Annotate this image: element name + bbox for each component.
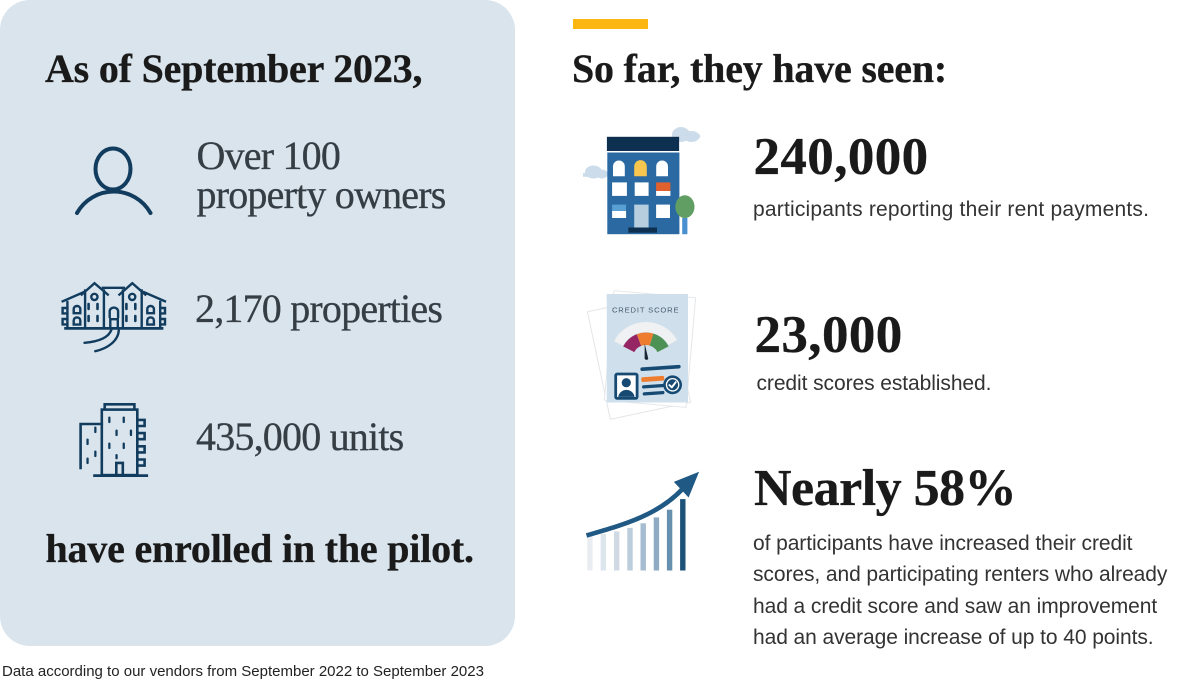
svg-text:CREDIT SCORE: CREDIT SCORE — [612, 305, 679, 314]
